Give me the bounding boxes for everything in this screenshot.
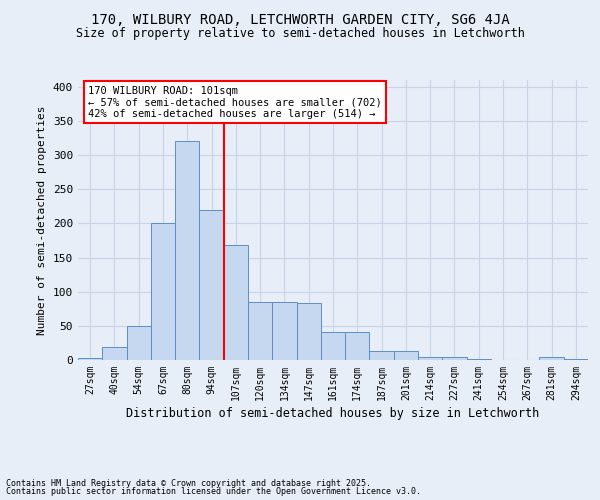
Bar (102, 347, 127, 360)
Bar (370, 351, 394, 360)
Text: 170, WILBURY ROAD, LETCHWORTH GARDEN CITY, SG6 4JA: 170, WILBURY ROAD, LETCHWORTH GARDEN CIT… (91, 12, 509, 26)
X-axis label: Distribution of semi-detached houses by size in Letchworth: Distribution of semi-detached houses by … (127, 407, 539, 420)
Text: Contains public sector information licensed under the Open Government Licence v3: Contains public sector information licen… (6, 487, 421, 496)
Bar (394, 351, 418, 360)
Text: Contains HM Land Registry data © Crown copyright and database right 2025.: Contains HM Land Registry data © Crown c… (6, 478, 371, 488)
Bar (418, 356, 442, 360)
Bar (248, 302, 272, 360)
Bar (345, 332, 370, 360)
Bar (442, 356, 467, 360)
Text: 170 WILBURY ROAD: 101sqm
← 57% of semi-detached houses are smaller (702)
42% of : 170 WILBURY ROAD: 101sqm ← 57% of semi-d… (88, 86, 382, 119)
Bar (127, 326, 151, 360)
Bar (296, 304, 321, 360)
Bar (175, 142, 199, 360)
Bar (199, 210, 224, 360)
Y-axis label: Number of semi-detached properties: Number of semi-detached properties (37, 106, 47, 335)
Bar (272, 302, 296, 360)
Bar (78, 358, 102, 360)
Bar (321, 332, 345, 360)
Bar (151, 224, 175, 360)
Bar (224, 246, 248, 360)
Text: Size of property relative to semi-detached houses in Letchworth: Size of property relative to semi-detach… (76, 28, 524, 40)
Bar (539, 356, 564, 360)
